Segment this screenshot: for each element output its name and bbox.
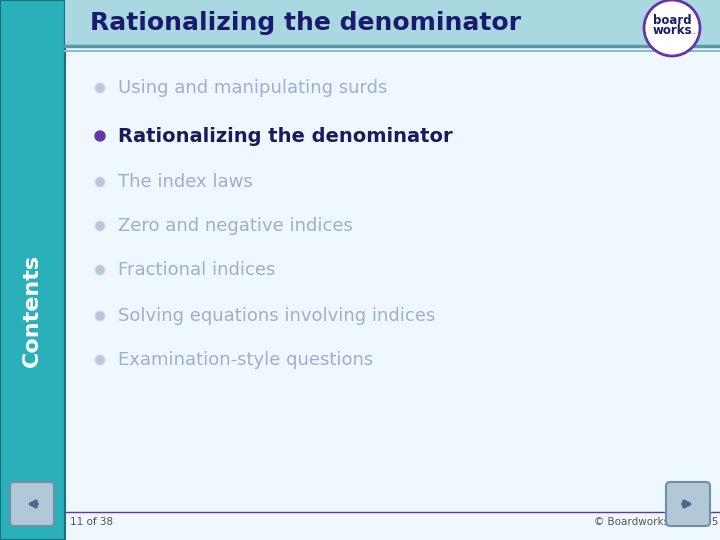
- Circle shape: [95, 131, 105, 141]
- Circle shape: [95, 311, 105, 321]
- Text: © Boardworks Ltd 2005: © Boardworks Ltd 2005: [593, 517, 718, 527]
- FancyBboxPatch shape: [666, 482, 710, 526]
- Text: Contents: Contents: [22, 253, 42, 367]
- Circle shape: [95, 177, 105, 187]
- Text: The index laws: The index laws: [118, 173, 253, 191]
- Circle shape: [95, 221, 105, 231]
- Circle shape: [95, 355, 105, 365]
- Text: Rationalizing the denominator: Rationalizing the denominator: [118, 126, 453, 145]
- Text: Examination-style questions: Examination-style questions: [118, 351, 373, 369]
- Text: works: works: [652, 24, 692, 37]
- FancyBboxPatch shape: [10, 482, 54, 526]
- Text: ...: ...: [688, 26, 696, 36]
- Circle shape: [644, 0, 700, 56]
- Circle shape: [95, 83, 105, 93]
- Circle shape: [95, 265, 105, 275]
- FancyBboxPatch shape: [0, 0, 65, 540]
- Text: 11 of 38: 11 of 38: [70, 517, 113, 527]
- Text: Using and manipulating surds: Using and manipulating surds: [118, 79, 387, 97]
- Text: board: board: [653, 14, 691, 26]
- Text: Rationalizing the denominator: Rationalizing the denominator: [90, 11, 521, 35]
- Text: Fractional indices: Fractional indices: [118, 261, 275, 279]
- Text: Solving equations involving indices: Solving equations involving indices: [118, 307, 436, 325]
- Text: Zero and negative indices: Zero and negative indices: [118, 217, 353, 235]
- FancyBboxPatch shape: [65, 0, 720, 45]
